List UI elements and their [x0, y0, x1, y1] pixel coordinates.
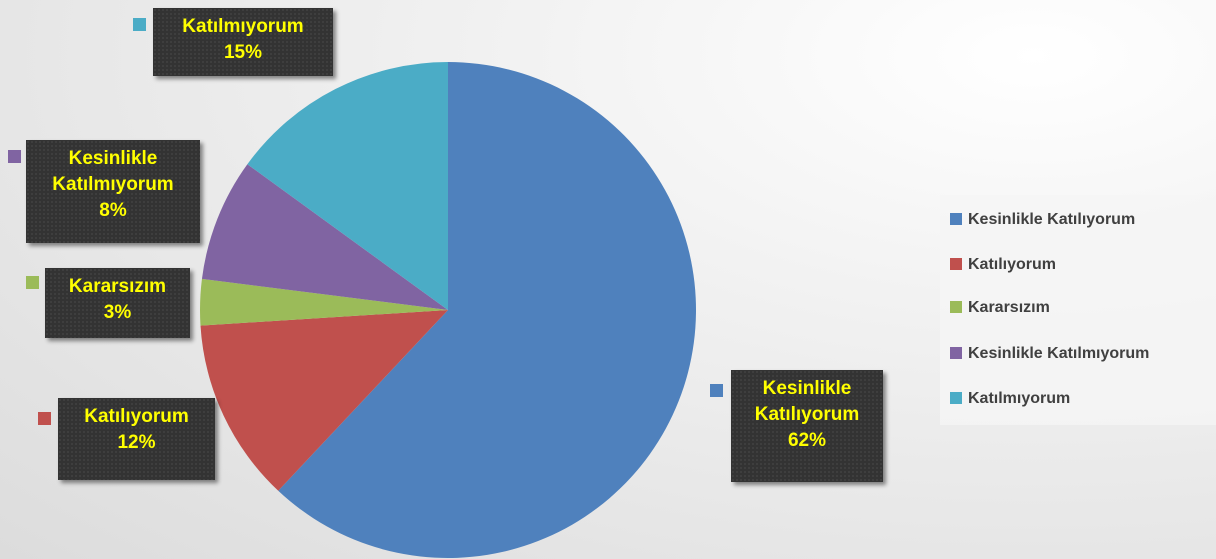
legend-swatch — [950, 347, 962, 359]
legend-item: Kesinlikle Katılmıyorum — [950, 345, 1149, 363]
legend-swatch — [950, 301, 962, 313]
data-label-value: 12% — [117, 432, 156, 453]
pie-slice — [201, 164, 448, 310]
data-label-category: Kararsızım — [68, 276, 167, 297]
legend-item: Kararsızım — [950, 299, 1050, 317]
legend-swatch — [950, 213, 962, 225]
legend-label: Kararsızım — [968, 299, 1050, 316]
pie-slice — [278, 62, 697, 558]
legend-label: Katılmıyorum — [968, 390, 1071, 407]
data-label: Kesinlikle Katılıyorum 62% — [731, 370, 883, 482]
legend: Kesinlikle Katılıyorum Katılıyorum Kararsı… — [940, 195, 1216, 425]
legend-item: Kesinlikle Katılıyorum — [950, 211, 1135, 229]
data-label-category: Katılmıyorum — [182, 16, 304, 37]
data-label-value: 62% — [787, 430, 827, 451]
label-swatch — [133, 18, 146, 31]
legend-swatch — [950, 258, 962, 270]
legend-swatch — [950, 392, 962, 404]
data-label: Katılıyorum 12% — [58, 398, 215, 480]
data-label-category: Kesinlikle Katılıyorum — [754, 378, 860, 425]
legend-label: Kesinlikle Katılıyorum — [968, 211, 1136, 228]
legend-item: Katılıyorum — [950, 256, 1056, 274]
legend-item: Katılmıyorum — [950, 390, 1070, 408]
data-label-category: Kesinlikle Katılmıyorum — [52, 148, 174, 195]
data-label-value: 15% — [223, 42, 263, 63]
pie-slice — [247, 62, 448, 310]
pie-slice — [200, 310, 448, 491]
data-label-value: 8% — [99, 200, 127, 221]
legend-label: Katılıyorum — [968, 256, 1057, 273]
label-swatch — [38, 412, 51, 425]
data-label: Kesinlikle Katılmıyorum 8% — [26, 140, 200, 243]
data-label-value: 3% — [103, 302, 132, 323]
legend-label: Kesinlikle Katılmıyorum — [968, 345, 1150, 362]
label-swatch — [710, 384, 723, 397]
data-label-category: Katılıyorum — [84, 406, 189, 427]
pie-slice — [199, 278, 448, 326]
label-swatch — [8, 150, 21, 163]
label-swatch — [26, 276, 39, 289]
data-label: Katılmıyorum 15% — [153, 8, 333, 76]
data-label: Kararsızım 3% — [45, 268, 190, 338]
